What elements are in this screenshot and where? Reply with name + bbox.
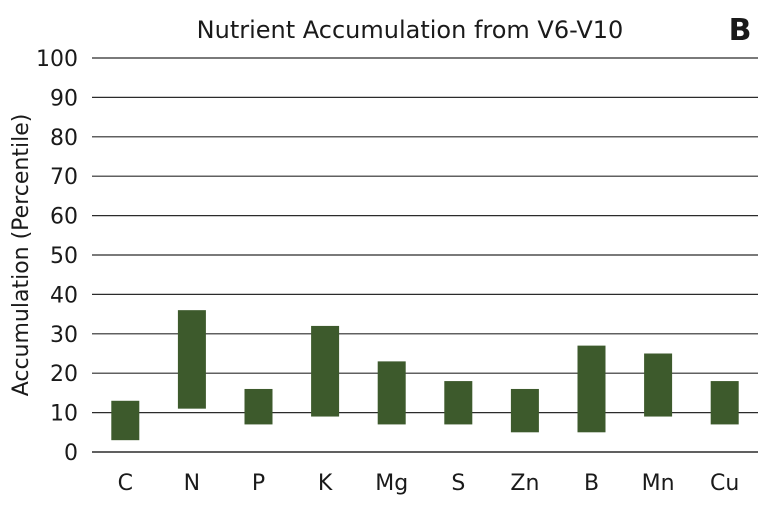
bar-zn	[510, 388, 539, 433]
y-tick-label: 100	[36, 47, 78, 72]
y-tick-label: 60	[50, 205, 78, 230]
x-tick-label-n: N	[184, 471, 200, 496]
x-tick-label-zn: Zn	[510, 471, 539, 496]
y-tick-label: 90	[50, 86, 78, 111]
bars	[111, 310, 739, 441]
y-tick-label: 40	[50, 283, 78, 308]
bar-k	[311, 325, 340, 417]
y-axis-label: Accumulation (Percentile)	[9, 114, 34, 397]
y-tick-label: 30	[50, 323, 78, 348]
y-tick-label: 50	[50, 244, 78, 269]
y-tick-label: 80	[50, 126, 78, 151]
bar-cu	[710, 381, 739, 425]
x-tick-label-k: K	[318, 471, 333, 496]
y-tick-label: 20	[50, 362, 78, 387]
x-tick-label-cu: Cu	[710, 471, 739, 496]
bar-mg	[377, 361, 406, 425]
panel-label: B	[729, 13, 752, 48]
x-tick-labels: C N P K Mg S Zn B Mn Cu	[118, 471, 740, 496]
x-tick-label-b: B	[584, 471, 599, 496]
x-tick-label-s: S	[451, 471, 465, 496]
y-tick-labels: 0 10 20 30 40 50 60 70 80 90 100	[36, 47, 78, 466]
bar-s	[444, 381, 473, 425]
chart-title: Nutrient Accumulation from V6-V10	[197, 16, 624, 44]
bar-n	[177, 310, 206, 409]
bar-b	[577, 345, 606, 433]
x-tick-label-p: P	[252, 471, 265, 496]
bar-p	[244, 388, 273, 425]
x-tick-label-mg: Mg	[375, 471, 408, 496]
bar-c	[111, 400, 140, 441]
y-tick-label: 70	[50, 165, 78, 190]
y-tick-label: 0	[64, 441, 78, 466]
x-tick-label-mn: Mn	[642, 471, 675, 496]
x-tick-label-c: C	[118, 471, 133, 496]
bar-mn	[644, 353, 673, 417]
y-tick-label: 10	[50, 402, 78, 427]
